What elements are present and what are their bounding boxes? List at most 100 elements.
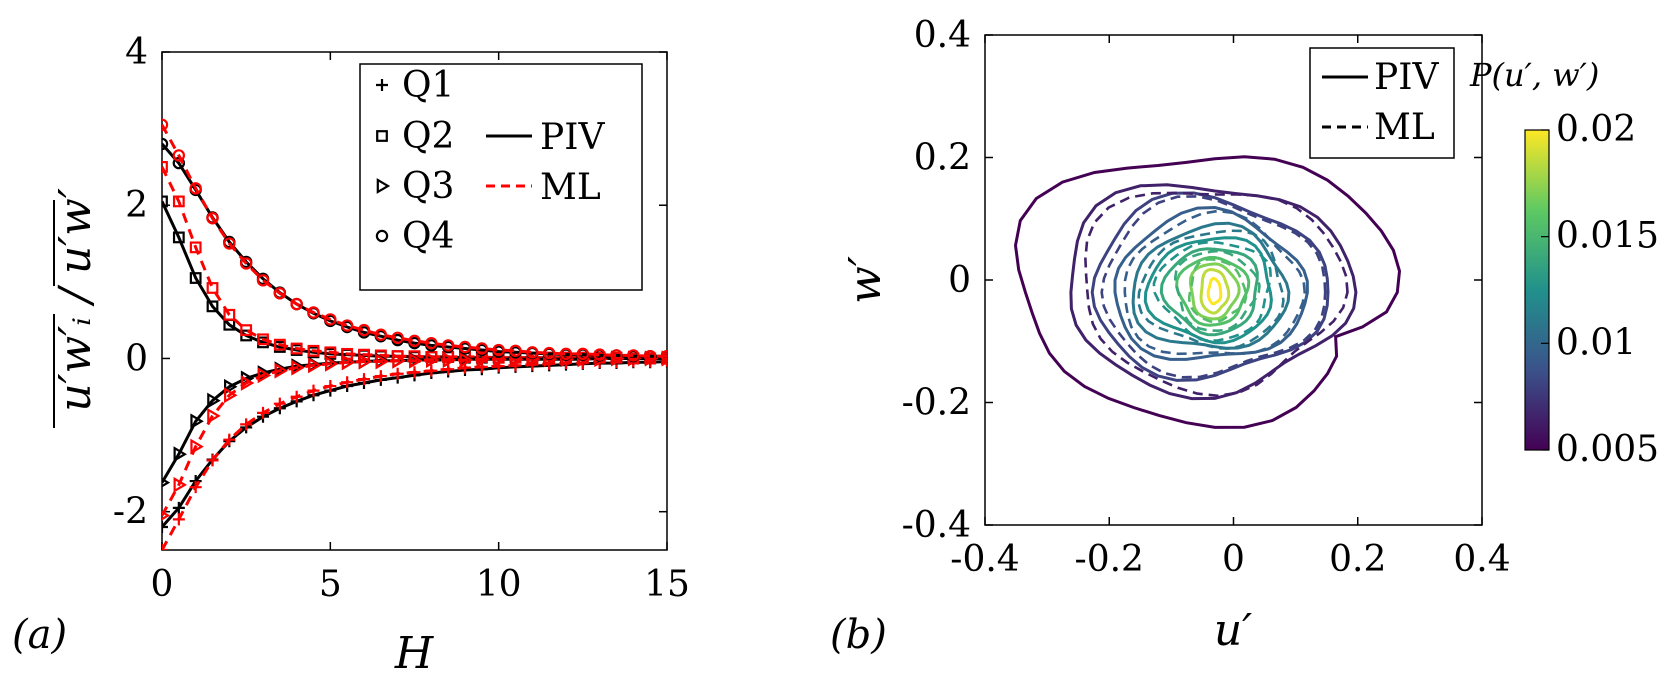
marker-triangle xyxy=(224,378,238,395)
piv-contour xyxy=(1206,276,1223,306)
b-xtick-label: -0.2 xyxy=(1075,539,1144,580)
marker-triangle xyxy=(162,477,171,488)
ml-contour xyxy=(1100,195,1327,379)
legend-piv-label: PIV xyxy=(540,117,605,158)
colorbar: P(u′, w′) 0.005 0.01 0.015 0.02 xyxy=(1469,56,1659,470)
marker-circle xyxy=(542,346,556,360)
marker-circle xyxy=(610,349,623,362)
marker-circle xyxy=(559,347,573,361)
ml-contour xyxy=(1123,209,1307,356)
colorbar-tick-label: 0.02 xyxy=(1556,109,1636,150)
marker-plus xyxy=(189,481,202,494)
piv-contour xyxy=(1090,191,1330,382)
marker-square xyxy=(162,161,168,173)
marker-triangle xyxy=(224,387,238,404)
marker-triangle xyxy=(476,351,491,368)
marker-triangle xyxy=(409,352,423,369)
marker-triangle xyxy=(459,352,474,368)
marker-triangle xyxy=(375,353,390,370)
panel-b-ylabel: w′ xyxy=(840,256,891,304)
marker-plus xyxy=(374,370,387,383)
panel-a-legend-box xyxy=(359,63,643,291)
ml-contour xyxy=(1136,229,1285,350)
marker-square xyxy=(223,308,236,321)
marker-triangle xyxy=(392,352,406,369)
marker-triangle xyxy=(560,351,575,368)
marker-triangle xyxy=(543,351,558,368)
ml-contour xyxy=(1152,240,1273,343)
marker-triangle xyxy=(190,413,204,430)
marker-plus xyxy=(425,364,438,377)
marker-triangle xyxy=(442,352,457,368)
panel-a-ylabel: u′w′ᵢ / u′w′ xyxy=(50,188,101,428)
marker-circle xyxy=(357,323,371,337)
a-xtick-label: 10 xyxy=(476,564,522,605)
a-xtick-label: 15 xyxy=(644,564,690,605)
marker-circle xyxy=(425,336,438,350)
piv-contour xyxy=(1199,267,1231,315)
marker-circle xyxy=(526,346,539,359)
legend-piv: PIV xyxy=(486,117,605,158)
marker-plus xyxy=(172,501,185,514)
marker-circle xyxy=(441,339,455,352)
legend-q3: Q3 xyxy=(376,166,454,207)
marker-plus xyxy=(240,418,253,431)
marker-square xyxy=(273,338,286,351)
marker-circle xyxy=(593,348,606,361)
marker-triangle xyxy=(190,438,204,455)
marker-square xyxy=(172,195,185,208)
panel-a-xlabel: H xyxy=(394,628,435,679)
marker-circle xyxy=(458,340,472,354)
colorbar-tick-label: 0.005 xyxy=(1556,429,1659,470)
panel-b-contours xyxy=(1013,155,1402,429)
panel-b-legend: PIV ML xyxy=(1309,47,1455,159)
colorbar-tick-label: 0.01 xyxy=(1556,322,1636,363)
marker-triangle xyxy=(577,351,592,368)
marker-circle xyxy=(627,349,640,362)
marker-triangle xyxy=(358,353,373,370)
marker-circle xyxy=(324,313,337,326)
marker-circle xyxy=(391,331,404,344)
legend-q2: Q2 xyxy=(376,116,454,157)
a-ytick-label: 4 xyxy=(125,32,148,73)
piv-contour xyxy=(1013,155,1402,429)
marker-triangle xyxy=(426,352,440,368)
series-line xyxy=(162,124,667,358)
colorbar-title: P(u′, w′) xyxy=(1469,56,1599,94)
b-xtick-label: 0.4 xyxy=(1453,539,1510,580)
marker-circle xyxy=(189,182,202,195)
marker-circle xyxy=(172,149,186,162)
b-xtick-label: 0 xyxy=(1222,539,1245,580)
marker-plus xyxy=(307,384,320,397)
marker-circle xyxy=(509,344,522,357)
panel-a-series xyxy=(162,118,667,550)
marker-square xyxy=(376,130,388,142)
legend-q3-label: Q3 xyxy=(402,166,454,207)
legend-ml-label: ML xyxy=(1374,107,1435,148)
b-xtick-label: -0.4 xyxy=(950,539,1019,580)
marker-circle xyxy=(273,287,287,300)
a-ytick-label: 2 xyxy=(125,185,148,226)
piv-contour xyxy=(1143,236,1273,345)
piv-contour xyxy=(1159,247,1259,337)
marker-triangle xyxy=(162,510,171,521)
marker-plus xyxy=(442,363,455,376)
ml-contour xyxy=(1084,191,1349,398)
marker-circle xyxy=(375,229,389,243)
marker-triangle xyxy=(527,351,541,368)
legend-q1-label: Q1 xyxy=(402,65,454,106)
marker-circle xyxy=(408,334,421,348)
marker-square xyxy=(206,282,219,294)
b-ytick-label: 0.4 xyxy=(914,15,971,56)
marker-square xyxy=(189,241,202,254)
legend-q4-label: Q4 xyxy=(402,216,454,257)
marker-triangle xyxy=(207,407,221,424)
marker-triangle xyxy=(207,392,221,409)
legend-ml: ML xyxy=(486,167,601,208)
a-xtick-label: 0 xyxy=(151,564,174,605)
panel-b-ticks: -0.4 -0.2 0 0.2 0.4 -0.4 -0.2 0 0.2 0.4 xyxy=(902,15,1511,580)
marker-square xyxy=(189,272,202,284)
a-xtick-label: 5 xyxy=(319,564,342,605)
marker-plus xyxy=(408,366,421,379)
